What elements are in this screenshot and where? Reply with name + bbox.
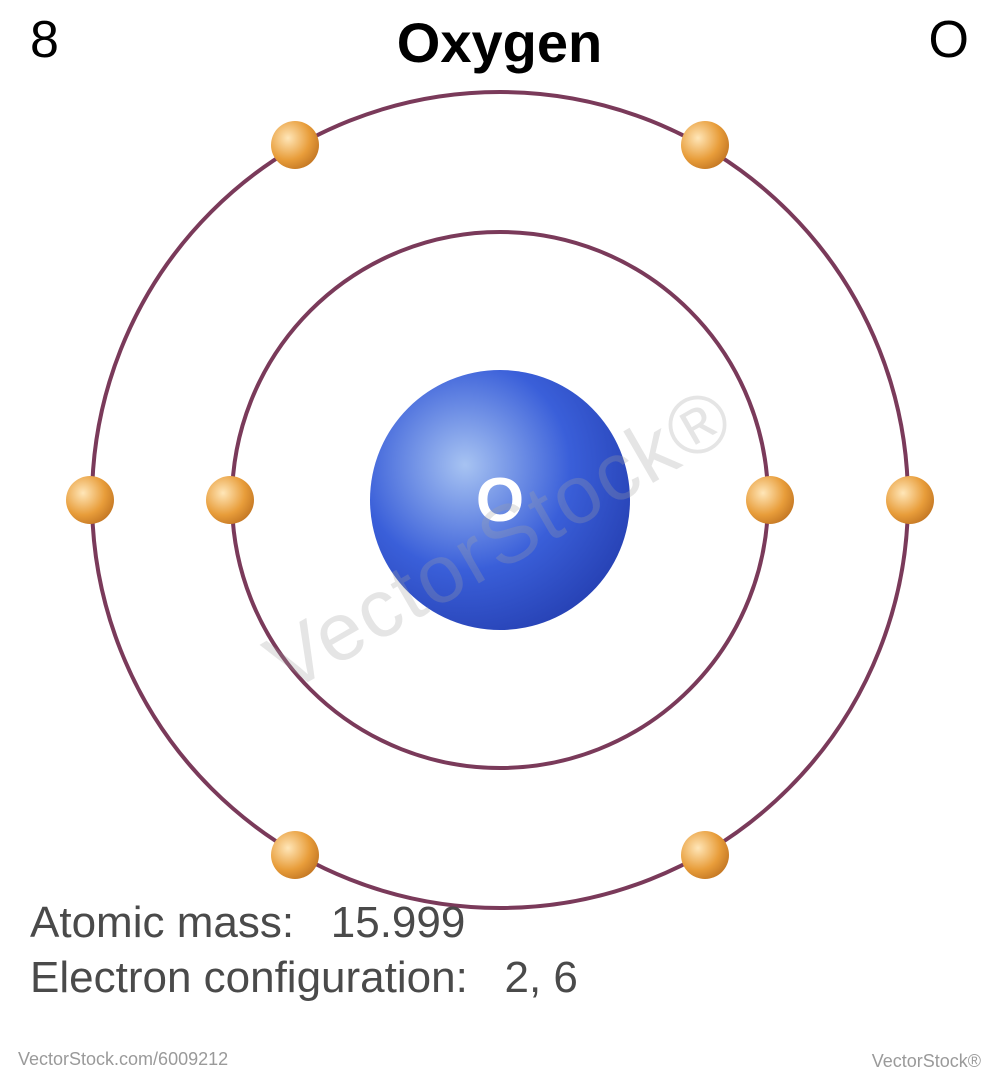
electron-7 bbox=[271, 121, 319, 169]
electron-8 bbox=[681, 121, 729, 169]
image-source-id: VectorStock.com/6009212 bbox=[18, 1049, 228, 1070]
atomic-mass-value: 15.999 bbox=[331, 898, 466, 947]
footer-info: Atomic mass: 15.999 Electron configurati… bbox=[30, 895, 578, 1005]
electron-5 bbox=[271, 831, 319, 879]
electron-config-value: 2, 6 bbox=[505, 953, 578, 1002]
electron-1 bbox=[746, 476, 794, 524]
electron-3 bbox=[886, 476, 934, 524]
electron-2 bbox=[206, 476, 254, 524]
atomic-mass-label: Atomic mass: bbox=[30, 898, 294, 947]
atomic-number: 8 bbox=[30, 10, 59, 70]
brand-logo: VectorStock® bbox=[872, 1051, 981, 1072]
electron-4 bbox=[681, 831, 729, 879]
nucleus: O bbox=[370, 370, 630, 630]
electron-6 bbox=[66, 476, 114, 524]
atom-diagram: O bbox=[60, 60, 940, 940]
nucleus-label: O bbox=[476, 465, 524, 536]
brand-logo-text: VectorStock® bbox=[872, 1051, 981, 1072]
electron-config-label: Electron configuration: bbox=[30, 953, 468, 1002]
